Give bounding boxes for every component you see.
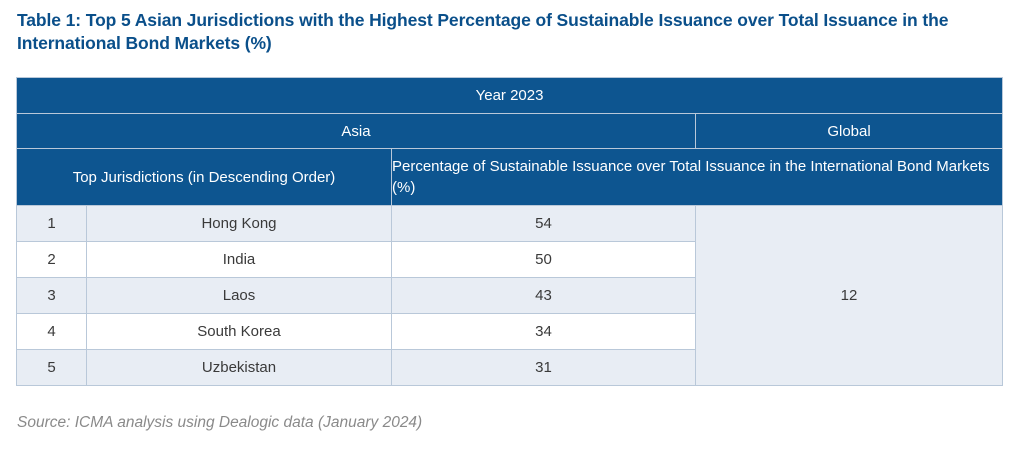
jurisdiction-cell: Uzbekistan xyxy=(86,349,392,386)
table-row: 3 Laos 43 xyxy=(16,277,1003,314)
percentage-cell: 31 xyxy=(391,349,696,386)
data-table: Year 2023 Asia Global Top Jurisdictions … xyxy=(15,77,1004,386)
global-header: Global xyxy=(694,113,1004,149)
source-note: Source: ICMA analysis using Dealogic dat… xyxy=(17,414,423,431)
global-value-cell: 12 xyxy=(694,205,1004,386)
rank-cell: 3 xyxy=(16,277,87,314)
table-row: 4 South Korea 34 xyxy=(16,313,1003,350)
jurisdiction-cell: Hong Kong xyxy=(86,205,392,242)
table-row: 2 India 50 xyxy=(16,241,1003,278)
table-row: 5 Uzbekistan 31 xyxy=(16,349,1003,386)
table-title: Table 1: Top 5 Asian Jurisdictions with … xyxy=(17,10,949,53)
percentage-cell: 34 xyxy=(391,313,696,350)
jurisdiction-cell: Laos xyxy=(86,277,392,314)
rank-cell: 2 xyxy=(16,241,87,278)
jurisdiction-cell: India xyxy=(86,241,392,278)
rank-cell: 4 xyxy=(16,313,87,350)
year-header: Year 2023 xyxy=(15,77,1004,114)
rank-cell: 1 xyxy=(16,205,87,242)
jurisdiction-cell: South Korea xyxy=(86,313,392,350)
asia-header: Asia xyxy=(16,113,696,149)
percentage-cell: 54 xyxy=(391,205,696,242)
percentage-cell: 43 xyxy=(391,277,696,314)
rank-cell: 5 xyxy=(16,349,87,386)
jurisdictions-column-header: Top Jurisdictions (in Descending Order) xyxy=(16,148,392,206)
table-row: 1 Hong Kong 54 12 xyxy=(16,205,1004,386)
percentage-cell: 50 xyxy=(391,241,696,278)
percentage-column-header: Percentage of Sustainable Issuance over … xyxy=(390,148,1004,206)
